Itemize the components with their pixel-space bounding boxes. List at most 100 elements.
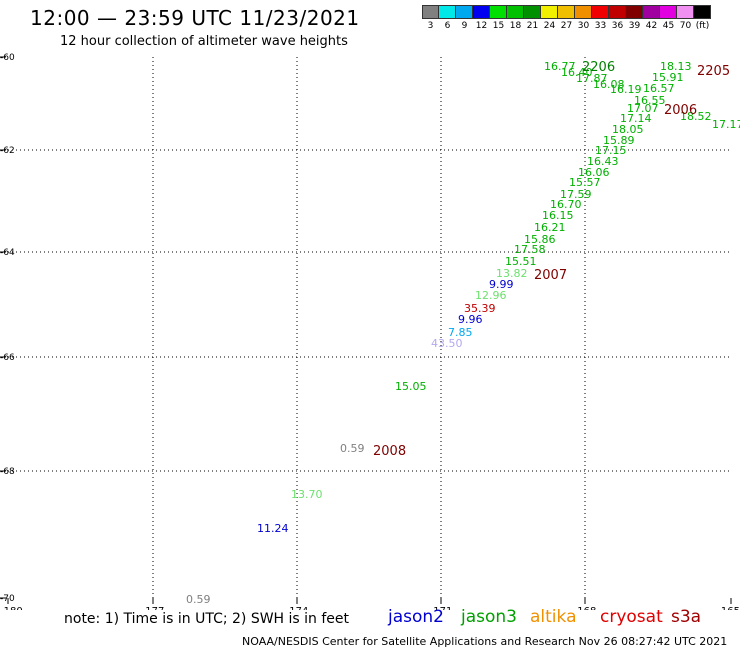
x-tick-label: -177 (142, 606, 165, 610)
scale-swatch (422, 5, 439, 19)
scale-label: 30 (577, 21, 590, 31)
data-point-label: 17.87 (576, 72, 608, 85)
data-point-label: 16.19 (610, 83, 642, 96)
scale-swatch (473, 5, 490, 19)
data-point-label: 13.70 (291, 488, 323, 501)
data-point-label: 0.59 (186, 593, 211, 606)
scale-label: 33 (594, 21, 607, 31)
data-point-label: 15.05 (395, 380, 427, 393)
scale-label: 36 (611, 21, 624, 31)
scale-swatch (456, 5, 473, 19)
scale-swatch (507, 5, 524, 19)
x-tick-label: -174 (286, 606, 309, 610)
pass-label: 2006 (664, 103, 697, 118)
chart-title: 12:00 — 23:59 UTC 11/23/2021 (30, 6, 360, 30)
scale-label: 12 (475, 21, 488, 31)
grid (0, 56, 732, 604)
data-point-label: 11.24 (257, 522, 289, 535)
scale-label: 6 (444, 21, 451, 31)
data-point-label: 16.21 (534, 221, 566, 234)
data-point-label: 12.96 (475, 289, 507, 302)
scale-swatch (592, 5, 609, 19)
y-tick-label: -70 (0, 594, 15, 604)
data-point-label: 16.08 (593, 78, 625, 91)
data-point-label: 16.55 (634, 94, 666, 107)
data-point-label: 16.77 (544, 60, 576, 73)
data-point-label: 15.91 (652, 71, 684, 84)
y-tick-label: -66 (0, 353, 15, 363)
scale-label: 42 (645, 21, 658, 31)
data-point-label: 17.59 (560, 188, 592, 201)
wave-height-plot: -180 -177 -174 -171 -168 -165 -60 -62 -64 -66 -68 -… (0, 53, 740, 610)
data-point-label: 16.40 (561, 66, 593, 79)
scale-label: 18 (509, 21, 522, 31)
data-point-label: 17.07 (627, 102, 659, 115)
footer-note: note: 1) Time is in UTC; 2) SWH is in fe… (64, 611, 350, 627)
data-point-label: 18.52 (680, 110, 712, 123)
data-point-label: 13.82 (496, 267, 528, 280)
pass-labels: 2205 2206 2006 2007 2008 (373, 60, 730, 459)
data-point-label: 16.15 (542, 209, 574, 222)
x-tick-label: -165 (717, 606, 740, 610)
pass-label: 2205 (697, 64, 730, 79)
scale-label: (ft) (695, 21, 710, 31)
y-tick-label: -64 (0, 248, 15, 258)
data-point-label: 0.59 (340, 442, 365, 455)
scale-label: 3 (427, 21, 434, 31)
scale-label: 15 (492, 21, 505, 31)
scale-label: 9 (461, 21, 468, 31)
scale-swatch (609, 5, 626, 19)
satellite-label: altika (530, 607, 577, 627)
data-point-label: 16.06 (578, 166, 610, 179)
data-point-label: 15.51 (505, 255, 537, 268)
data-point-label: 18.13 (660, 60, 692, 73)
data-point-label: 17.15 (595, 144, 627, 157)
credit-line: NOAA/NESDIS Center for Satellite Applica… (242, 635, 728, 648)
y-tick-label: -68 (0, 467, 15, 477)
scale-label: 70 (679, 21, 692, 31)
data-point-label: 15.57 (569, 176, 601, 189)
x-tick-label: -180 (0, 606, 23, 610)
data-point-label: 9.96 (458, 313, 483, 326)
data-point-label: 16.43 (587, 155, 619, 168)
axis-labels: -180 -177 -174 -171 -168 -165 -60 -62 -64 -66 -68 -… (0, 53, 740, 610)
data-point-label: 9.99 (489, 278, 514, 291)
scale-label: 45 (662, 21, 675, 31)
scale-swatch (558, 5, 575, 19)
data-point-label: 43.50 (431, 337, 463, 350)
scale-swatch (575, 5, 592, 19)
scale-swatch (694, 5, 711, 19)
satellite-label: s3a (671, 607, 702, 627)
scale-swatch (490, 5, 507, 19)
satellite-label: jason3 (461, 607, 517, 627)
data-point-label: 17.14 (620, 112, 652, 125)
scale-label: 21 (526, 21, 539, 31)
data-point-label: 15.89 (603, 134, 635, 147)
satellite-label: jason2 (388, 607, 444, 627)
scale-swatch (643, 5, 660, 19)
pass-label: 2007 (534, 268, 567, 283)
x-tick-label: -168 (574, 606, 597, 610)
scale-label: 39 (628, 21, 641, 31)
scale-swatch (660, 5, 677, 19)
x-tick-label: -171 (430, 606, 453, 610)
scale-swatch (541, 5, 558, 19)
data-point-label: 35.39 (464, 302, 496, 315)
scale-swatch (524, 5, 541, 19)
satellite-label: cryosat (600, 607, 663, 627)
scale-label: 27 (560, 21, 573, 31)
scale-label: 24 (543, 21, 556, 31)
y-tick-label: -60 (0, 53, 15, 63)
data-point-label: 16.57 (643, 82, 675, 95)
scale-swatch (677, 5, 694, 19)
pass-label: 2008 (373, 444, 406, 459)
y-tick-label: -62 (0, 146, 15, 156)
scale-swatch (626, 5, 643, 19)
data-point-label: 16.70 (550, 198, 582, 211)
data-point-label: 7.85 (448, 326, 473, 339)
chart-subtitle: 12 hour collection of altimeter wave hei… (60, 34, 348, 49)
data-point-label: 17.17 (712, 118, 740, 131)
scale-swatch (439, 5, 456, 19)
pass-label: 2206 (582, 60, 615, 75)
